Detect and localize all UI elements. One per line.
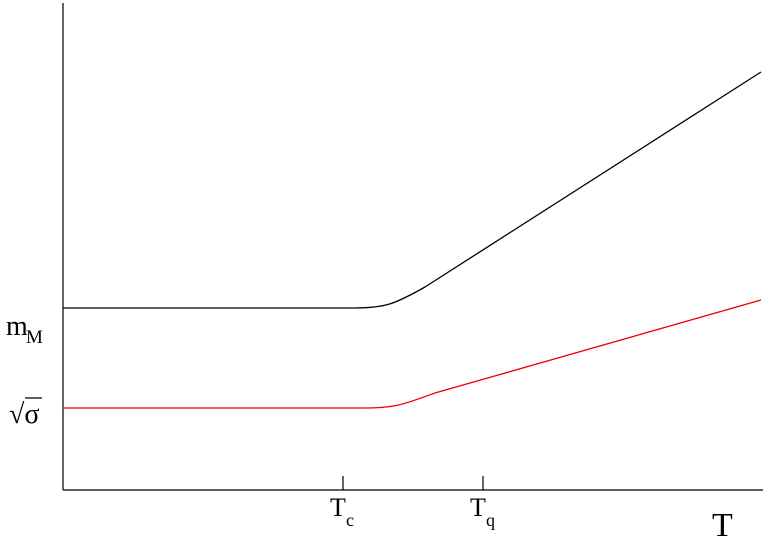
tension-label: √σ [9,399,39,430]
tension-curve [63,299,762,409]
mass-sub: M [26,327,43,348]
tq-label: T [470,493,486,522]
tc-sub: c [346,510,354,530]
tc-label: T [330,493,346,522]
mass-label: m [6,311,28,342]
meson-curve [63,71,762,309]
axis-label: T [712,507,733,540]
tq-sub: q [486,510,495,530]
